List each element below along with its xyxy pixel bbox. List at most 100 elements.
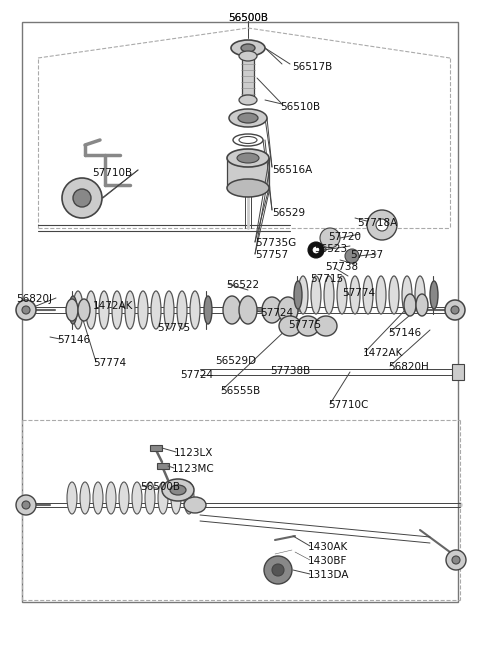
Ellipse shape [402,276,412,314]
Text: 56500B: 56500B [228,13,268,23]
Text: 57715: 57715 [310,274,343,284]
Ellipse shape [80,482,90,514]
Text: 1472AK: 1472AK [93,301,133,311]
Ellipse shape [132,482,142,514]
Text: 57720: 57720 [328,232,361,242]
Ellipse shape [241,44,255,52]
Ellipse shape [119,482,129,514]
Ellipse shape [262,297,282,323]
Ellipse shape [376,276,386,314]
Ellipse shape [138,291,148,329]
Ellipse shape [337,276,347,314]
Text: 56517B: 56517B [292,62,332,72]
Ellipse shape [184,497,206,513]
Ellipse shape [223,296,241,324]
Ellipse shape [233,134,263,146]
Ellipse shape [297,316,319,336]
Ellipse shape [112,291,122,329]
Text: 56510B: 56510B [280,102,320,112]
Ellipse shape [311,276,321,314]
Text: 56820H: 56820H [388,362,429,372]
Ellipse shape [164,291,174,329]
Text: 57775: 57775 [157,323,190,333]
Ellipse shape [239,95,257,105]
Text: 1123MC: 1123MC [172,464,215,474]
Ellipse shape [227,179,269,197]
Text: 57774: 57774 [342,288,375,298]
Text: 56820J: 56820J [16,294,52,304]
Bar [227,158,269,188]
Ellipse shape [69,296,77,324]
Circle shape [73,189,91,207]
Ellipse shape [298,276,308,314]
Ellipse shape [404,294,416,316]
Ellipse shape [278,297,298,323]
Circle shape [367,210,397,240]
Text: 1430BF: 1430BF [308,556,348,566]
Circle shape [452,556,460,564]
Ellipse shape [158,482,168,514]
Text: 56523: 56523 [314,244,347,254]
Ellipse shape [86,291,96,329]
Text: 56500B: 56500B [140,482,180,492]
Text: 57718A: 57718A [357,218,397,228]
Ellipse shape [171,482,181,514]
Text: 57738: 57738 [325,262,358,272]
Circle shape [16,495,36,515]
Text: 1313DA: 1313DA [308,570,349,580]
Text: 57146: 57146 [388,328,421,338]
Ellipse shape [93,482,103,514]
Ellipse shape [162,479,194,501]
Bar [22,22,458,602]
Text: 57710C: 57710C [328,400,368,410]
Ellipse shape [324,276,334,314]
Ellipse shape [204,296,212,324]
Ellipse shape [78,299,90,321]
Bar [242,56,254,100]
Text: 56529D: 56529D [215,356,256,366]
Ellipse shape [238,113,258,123]
Ellipse shape [350,276,360,314]
Ellipse shape [237,153,259,163]
Ellipse shape [239,136,257,143]
Text: 1430AK: 1430AK [308,542,348,552]
Ellipse shape [73,291,83,329]
Text: 56500B: 56500B [228,13,268,23]
Circle shape [16,300,36,320]
Ellipse shape [231,40,265,56]
Bar [150,445,162,451]
Circle shape [62,178,102,218]
Ellipse shape [430,281,438,309]
Circle shape [308,242,324,258]
Ellipse shape [177,291,187,329]
Ellipse shape [145,482,155,514]
Ellipse shape [66,299,78,321]
Ellipse shape [415,276,425,314]
Text: 57774: 57774 [93,358,126,368]
Ellipse shape [190,291,200,329]
Ellipse shape [99,291,109,329]
Ellipse shape [170,485,186,495]
Text: 57738B: 57738B [270,366,310,376]
Text: 57724: 57724 [260,308,293,318]
Bar [157,463,169,469]
Text: 57146: 57146 [57,335,90,345]
Ellipse shape [363,276,373,314]
Text: 56522: 56522 [226,280,259,290]
Circle shape [264,556,292,584]
Text: 57735G: 57735G [255,238,296,248]
Ellipse shape [315,316,337,336]
Ellipse shape [239,51,257,61]
Text: 57775: 57775 [288,320,321,330]
Circle shape [345,249,359,263]
Text: 1472AK: 1472AK [363,348,403,358]
Circle shape [22,306,30,314]
Ellipse shape [279,316,301,336]
Circle shape [313,247,319,253]
Ellipse shape [67,482,77,514]
Ellipse shape [184,482,194,514]
Ellipse shape [389,276,399,314]
Text: 56555B: 56555B [220,386,260,396]
Ellipse shape [106,482,116,514]
Ellipse shape [229,109,267,127]
